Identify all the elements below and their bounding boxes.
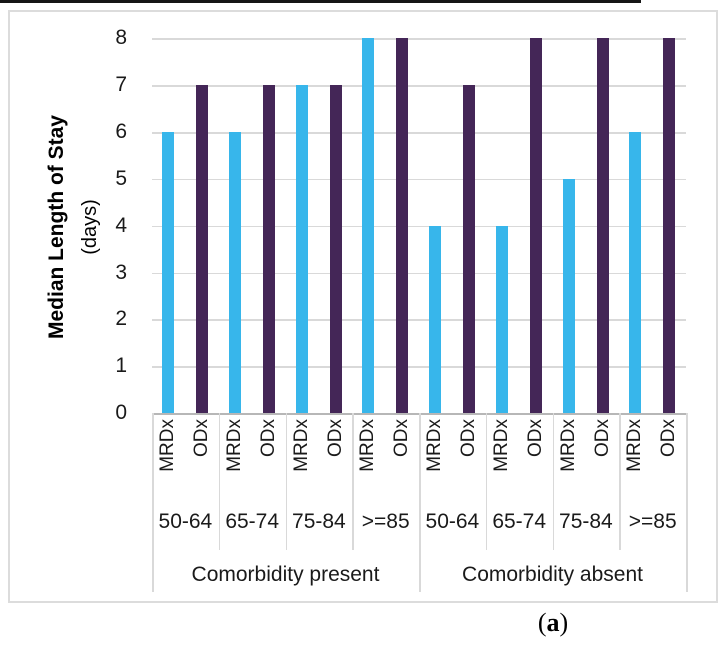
caption-letter: a [546, 608, 560, 637]
figure-caption: (a) [538, 608, 568, 638]
y-axis-title: Median Length of Stay [45, 115, 68, 340]
chart-area [8, 10, 718, 603]
y-axis-units-label: (days) [79, 199, 101, 255]
top-rule [0, 0, 641, 3]
caption-open-paren: ( [537, 608, 547, 637]
caption-close-paren: ) [559, 608, 569, 637]
